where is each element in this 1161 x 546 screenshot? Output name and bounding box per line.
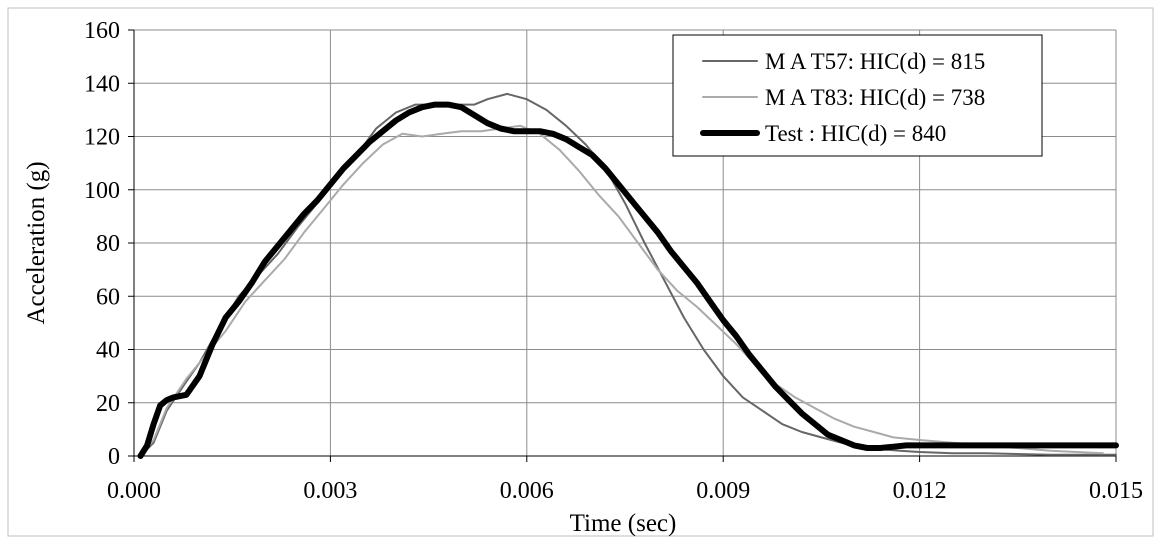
legend-item-mat83-label: M A T83: HIC(d) = 738: [765, 85, 985, 110]
y-tick-label: 100: [84, 178, 120, 204]
y-tick-label: 140: [84, 71, 120, 97]
series-line-mat83: [139, 124, 1104, 457]
legend-item-mat57-label: M A T57: HIC(d) = 815: [765, 49, 985, 74]
series-line-test: [137, 101, 1119, 459]
y-tick-label: 20: [96, 391, 120, 417]
series-layer: [137, 92, 1119, 459]
x-tick-label: 0.012: [893, 478, 947, 504]
legend: M A T57: HIC(d) = 815 M A T83: HIC(d) = 7…: [672, 34, 1043, 157]
x-tick-label: 0.000: [107, 478, 161, 504]
y-tick-label: 120: [84, 125, 120, 151]
x-tick-label: 0.015: [1089, 478, 1143, 504]
y-tick-label: 40: [96, 338, 120, 364]
x-tick-label: 0.003: [303, 478, 357, 504]
x-tick-label: 0.009: [696, 478, 750, 504]
y-tick-label: 80: [96, 231, 120, 257]
y-tick-label: 160: [84, 18, 120, 44]
legend-item-test-label: Test : HIC(d) = 840: [765, 121, 946, 146]
y-tick-label: 0: [108, 444, 120, 470]
x-axis-title: Time (sec): [570, 510, 677, 537]
y-tick-label: 60: [96, 284, 120, 310]
tick-labels: 0 20 40 60 80 100 120 140 160 0.000 0.003 0.006 0.00…: [84, 18, 1143, 504]
y-axis-title: Acceleration (g): [23, 161, 50, 324]
axes-layer: [128, 29, 1117, 462]
x-tick-label: 0.006: [500, 478, 554, 504]
